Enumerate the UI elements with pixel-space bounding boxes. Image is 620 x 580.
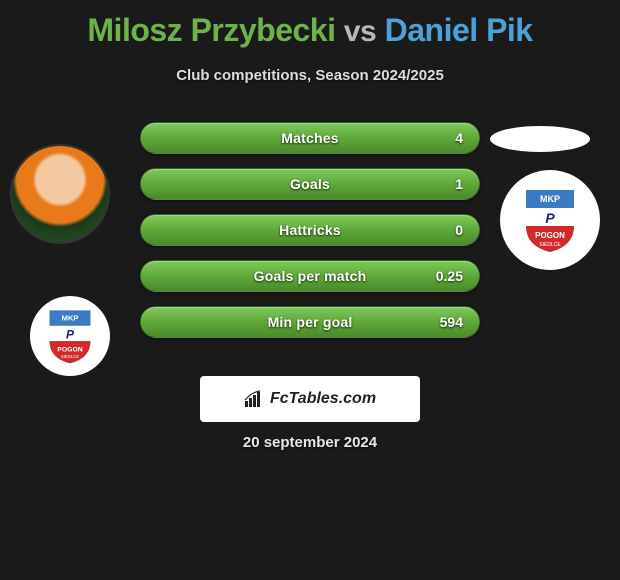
player2-name: Daniel Pik	[385, 12, 533, 48]
stat-value: 4	[455, 130, 463, 146]
stat-value: 0.25	[436, 268, 463, 284]
stat-row-mpg: Min per goal 594	[140, 306, 480, 338]
stat-value: 0	[455, 222, 463, 238]
player2-halo	[490, 126, 590, 152]
stat-label: Hattricks	[279, 222, 341, 238]
svg-text:SIEDLCE: SIEDLCE	[61, 354, 79, 359]
bar-chart-icon	[244, 390, 264, 408]
svg-text:P: P	[66, 328, 74, 342]
svg-text:POGON: POGON	[535, 231, 565, 240]
stat-row-goals: Goals 1	[140, 168, 480, 200]
player2-club-logo: MKP P POGON SIEDLCE	[500, 170, 600, 270]
player1-name: Milosz Przybecki	[87, 12, 335, 48]
svg-text:MKP: MKP	[540, 194, 560, 204]
stat-label: Matches	[281, 130, 338, 146]
stat-row-hattricks: Hattricks 0	[140, 214, 480, 246]
brand-box[interactable]: FcTables.com	[200, 376, 420, 422]
subtitle: Club competitions, Season 2024/2025	[0, 67, 620, 84]
club-crest-icon: MKP P POGON SIEDLCE	[46, 307, 94, 365]
brand-text: FcTables.com	[270, 390, 376, 408]
stat-label: Goals	[290, 176, 330, 192]
stat-value: 1	[455, 176, 463, 192]
svg-text:P: P	[545, 210, 555, 226]
svg-text:POGON: POGON	[57, 346, 82, 353]
stat-label: Goals per match	[254, 268, 367, 284]
stat-row-matches: Matches 4	[140, 122, 480, 154]
player1-avatar	[10, 144, 110, 244]
stat-value: 594	[440, 314, 463, 330]
stat-row-gpm: Goals per match 0.25	[140, 260, 480, 292]
player1-club-logo: MKP P POGON SIEDLCE	[30, 296, 110, 376]
date-text: 20 september 2024	[0, 434, 620, 451]
stat-label: Min per goal	[268, 314, 353, 330]
svg-text:MKP: MKP	[61, 314, 78, 323]
vs-text: vs	[344, 15, 376, 48]
club-crest-icon: MKP P POGON SIEDLCE	[522, 186, 578, 254]
page-title: Milosz Przybecki vs Daniel Pik	[0, 0, 620, 49]
svg-text:SIEDLCE: SIEDLCE	[539, 242, 561, 248]
stats-container: Matches 4 Goals 1 Hattricks 0 Goals per …	[140, 122, 480, 352]
